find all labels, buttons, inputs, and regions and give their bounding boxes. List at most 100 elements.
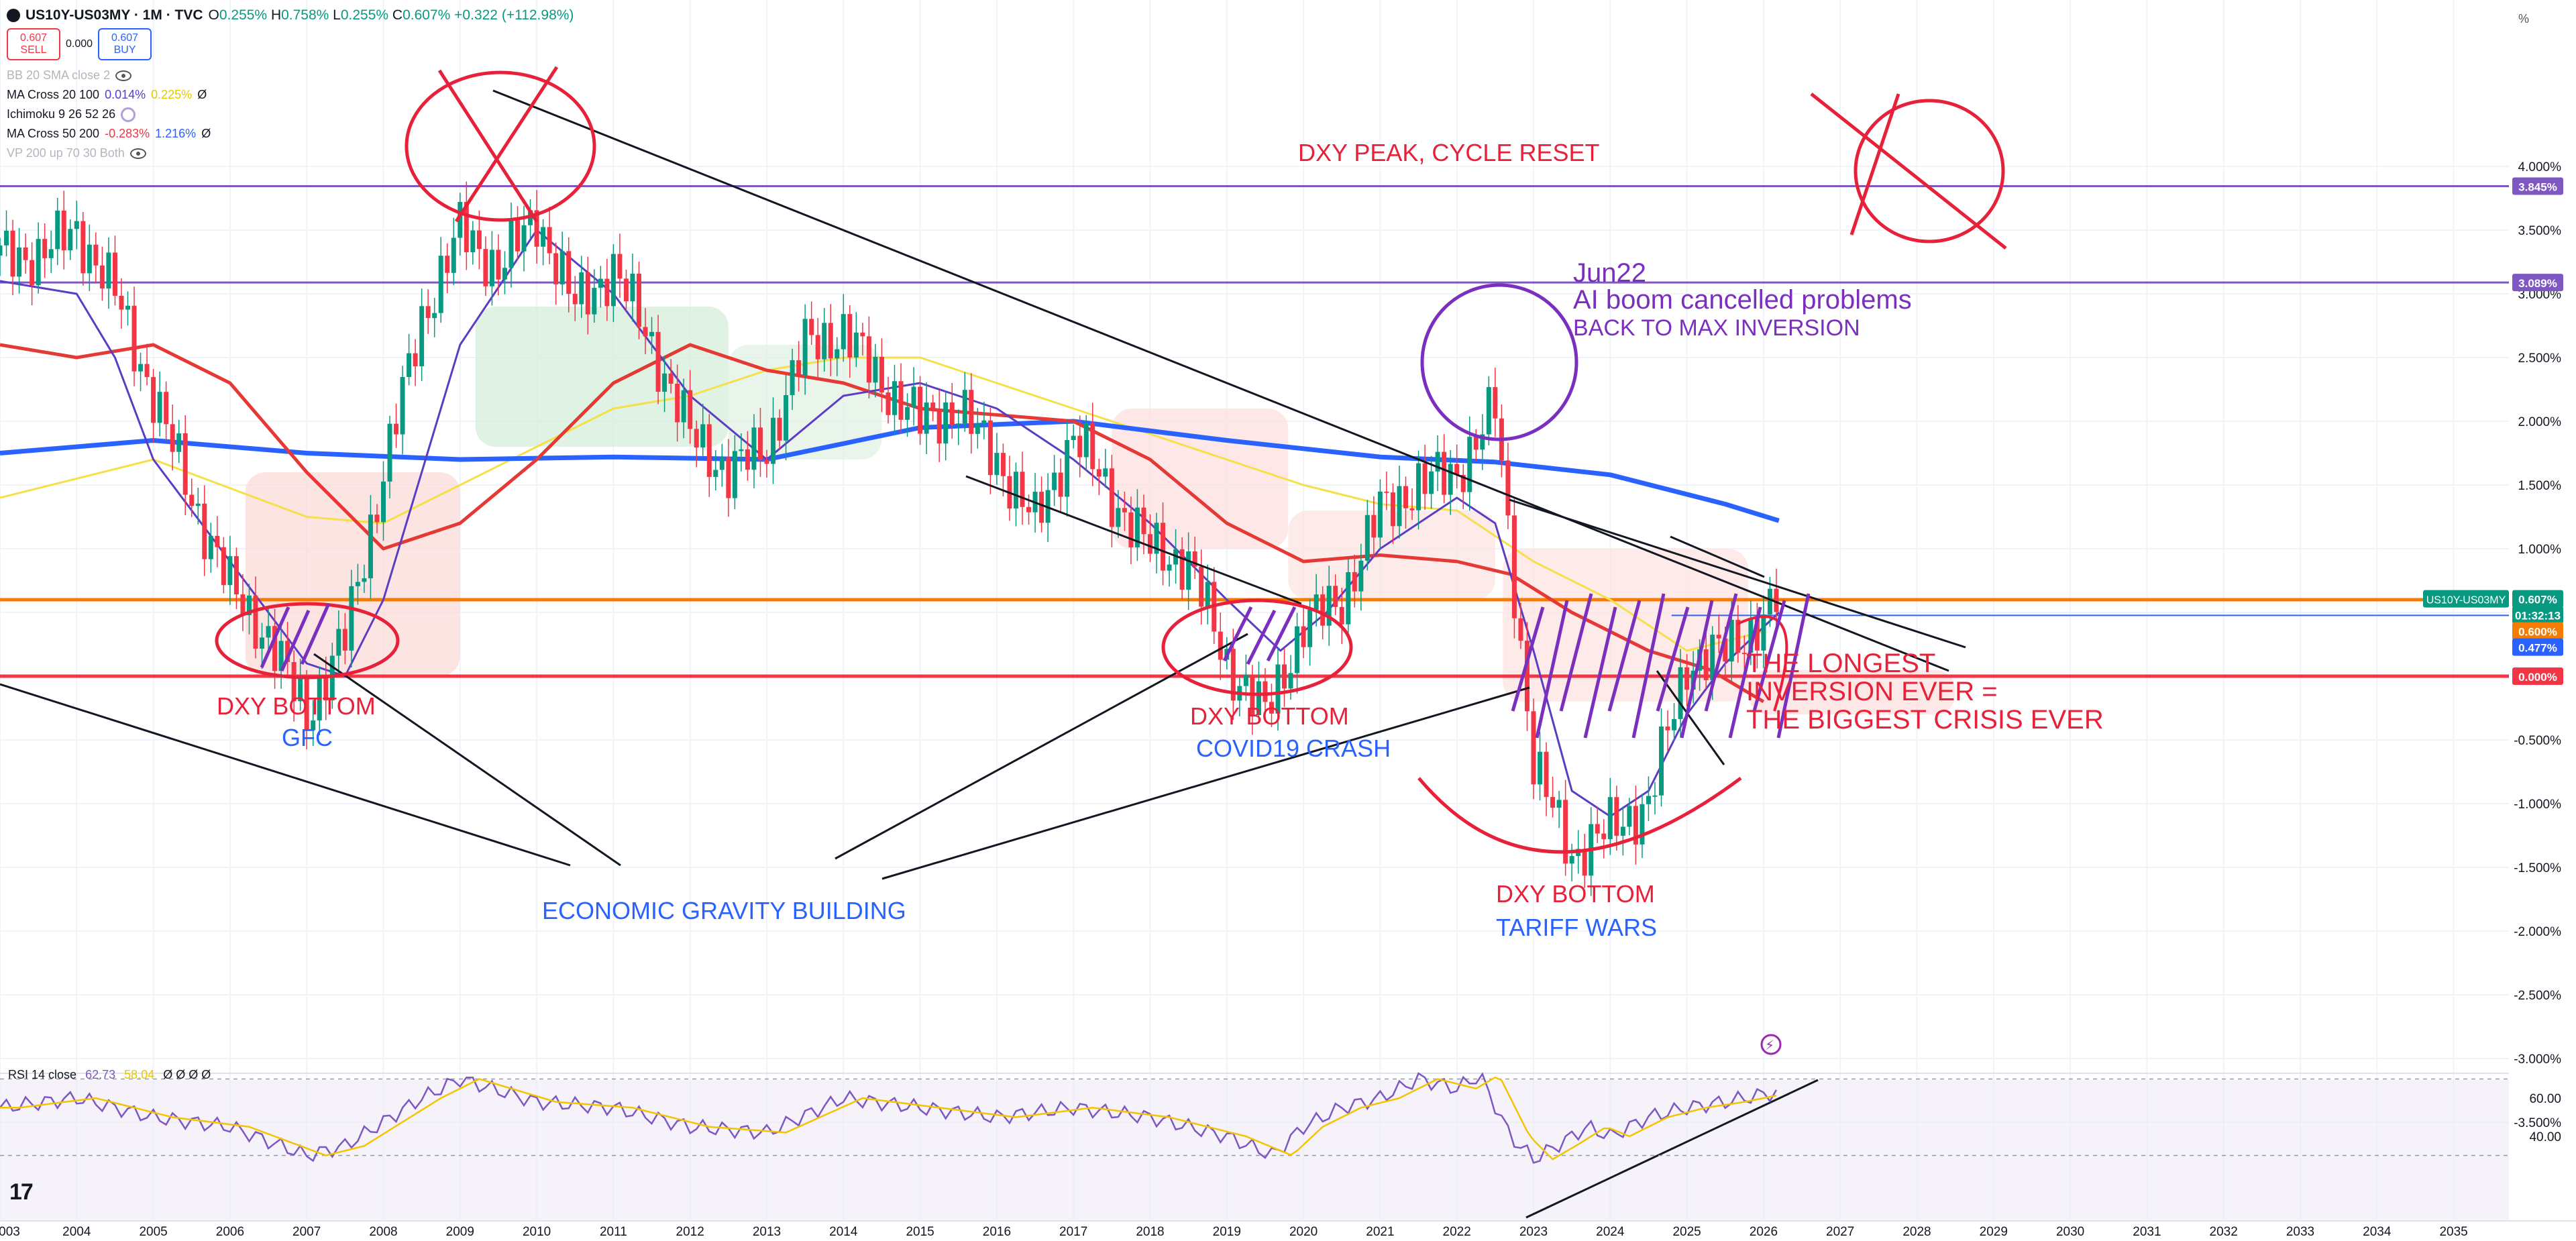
ma200-line — [0, 419, 1780, 523]
candle-body — [1161, 523, 1166, 571]
candle-body — [233, 556, 239, 595]
candle-body — [1275, 664, 1281, 714]
trend-line — [492, 89, 1949, 672]
candle-body — [1269, 702, 1274, 714]
hatch-stroke — [1246, 609, 1277, 665]
trend-line — [1656, 670, 1725, 765]
time-tick-label: 2023 — [1519, 1225, 1548, 1239]
candle-body — [981, 420, 987, 423]
ma100-line — [0, 356, 1764, 652]
candle-body — [93, 244, 99, 266]
price-tag — [2512, 638, 2563, 656]
price-tick-label: 2.000% — [2518, 415, 2562, 429]
price-tag-label: 3.089% — [2518, 277, 2557, 290]
candle-body — [1071, 435, 1076, 441]
candle-body — [771, 417, 776, 464]
price-tick-label: 1.500% — [2518, 479, 2562, 493]
indicator-bb[interactable]: BB 20 SMA close 2 — [7, 66, 574, 85]
candle-body — [1518, 618, 1523, 641]
tradingview-logo-icon[interactable]: 17 — [9, 1179, 34, 1205]
candle-body — [1397, 486, 1402, 527]
trend-line — [881, 686, 1530, 880]
candle-body — [1128, 512, 1134, 547]
annotation-gfc: GFC — [282, 724, 333, 751]
candle-body — [719, 457, 724, 470]
time-tick-label: 2020 — [1289, 1225, 1318, 1239]
candle-body — [1454, 464, 1460, 476]
price-tag-label: 0.607% — [2518, 594, 2557, 606]
candle-body — [291, 661, 297, 702]
candle-body — [1263, 681, 1268, 702]
candle-body — [1371, 515, 1377, 538]
price-axis[interactable]: 4.000% 3.500% 3.000% 2.500% 2.000% 1.500% 1.00… — [2423, 0, 2576, 1241]
candle-body — [1358, 560, 1364, 592]
candle-body — [1077, 435, 1083, 457]
candle-body — [1646, 796, 1651, 804]
candle-body — [1090, 423, 1095, 470]
candle-body — [374, 515, 380, 523]
rsi-tick-label: 40.00 — [2529, 1130, 2561, 1144]
indicator-value: 1.216% — [155, 127, 197, 140]
candle-body — [1563, 800, 1568, 864]
time-tick-label: 2024 — [1596, 1225, 1625, 1239]
candle-body — [355, 582, 360, 586]
ohlc-close: 0.607% — [402, 7, 451, 23]
candle-body — [1295, 626, 1300, 673]
hatch-stroke — [1222, 606, 1253, 662]
candle-body — [521, 225, 527, 252]
candle-body — [809, 319, 814, 335]
price-tag-label: 3.845% — [2518, 180, 2557, 193]
time-tick-label: 2010 — [523, 1225, 551, 1239]
visibility-eye-icon[interactable] — [129, 148, 146, 159]
price-tag-label: 0.000% — [2518, 671, 2557, 684]
candle-body — [1627, 806, 1632, 827]
symbol-title[interactable]: US10Y-US03MY · 1M · TVC — [25, 7, 203, 23]
candle-body — [106, 252, 111, 289]
sell-button[interactable]: 0.607 SELL — [7, 28, 60, 60]
candle-body — [796, 360, 802, 376]
hatch-stroke — [1511, 606, 1545, 712]
annotation-tariff: TARIFF WARS — [1496, 914, 1657, 941]
candle-body — [949, 402, 955, 425]
sell-label: SELL — [20, 44, 47, 56]
candle-body — [860, 332, 865, 337]
indicator-value: 0.014% — [105, 88, 146, 101]
candle-body — [713, 470, 718, 477]
candle-body — [745, 449, 750, 470]
annotation-dxy-peak: DXY PEAK, CYCLE RESET — [1298, 139, 1600, 166]
candle-body — [1039, 492, 1044, 523]
candle-body — [739, 449, 744, 451]
candle-body — [598, 278, 603, 288]
time-tick-label: 2005 — [139, 1225, 167, 1239]
candle-body — [924, 402, 929, 434]
indicator-vp[interactable]: VP 200 up 70 30 Both — [7, 144, 574, 163]
candle-body — [1134, 507, 1140, 547]
settings-icon[interactable] — [121, 107, 136, 122]
candle-body — [445, 256, 450, 273]
annotation-ai-boom: AI boom cancelled problems — [1573, 285, 1912, 315]
time-tick-label: 2018 — [1136, 1225, 1164, 1239]
annotation-longest-3: THE BIGGEST CRISIS EVER — [1746, 705, 2104, 735]
candle-body — [298, 678, 303, 702]
candle-body — [195, 503, 201, 506]
time-tick-label: 2007 — [292, 1225, 321, 1239]
candle-body — [956, 423, 961, 425]
candle-body — [131, 305, 137, 372]
visibility-eye-icon[interactable] — [115, 70, 132, 81]
candle-body — [1192, 551, 1197, 567]
candle-body — [994, 453, 1000, 476]
indicator-ma-cross-20-100[interactable]: MA Cross 20 100 0.014% 0.225% Ø — [7, 85, 574, 105]
candle-body — [1403, 486, 1408, 508]
price-tag — [2512, 590, 2563, 608]
buy-button[interactable]: 0.607 BUY — [98, 28, 152, 60]
indicator-ma-cross-50-200[interactable]: MA Cross 50 200 -0.283% 1.216% Ø — [7, 124, 574, 144]
time-axis[interactable]: 003 2004 2005 2006 2007 2008 2009 2010 2011 2012 2… — [0, 1220, 2576, 1239]
indicator-ichimoku[interactable]: Ichimoku 9 26 52 26 — [7, 105, 574, 124]
candle-body — [400, 377, 405, 435]
candle-body — [694, 429, 699, 448]
lightning-icon — [1760, 1034, 1782, 1055]
rsi-legend[interactable]: RSI 14 close 62.73 58.04 Ø Ø Ø Ø — [8, 1068, 211, 1082]
candle-body — [1710, 635, 1715, 680]
